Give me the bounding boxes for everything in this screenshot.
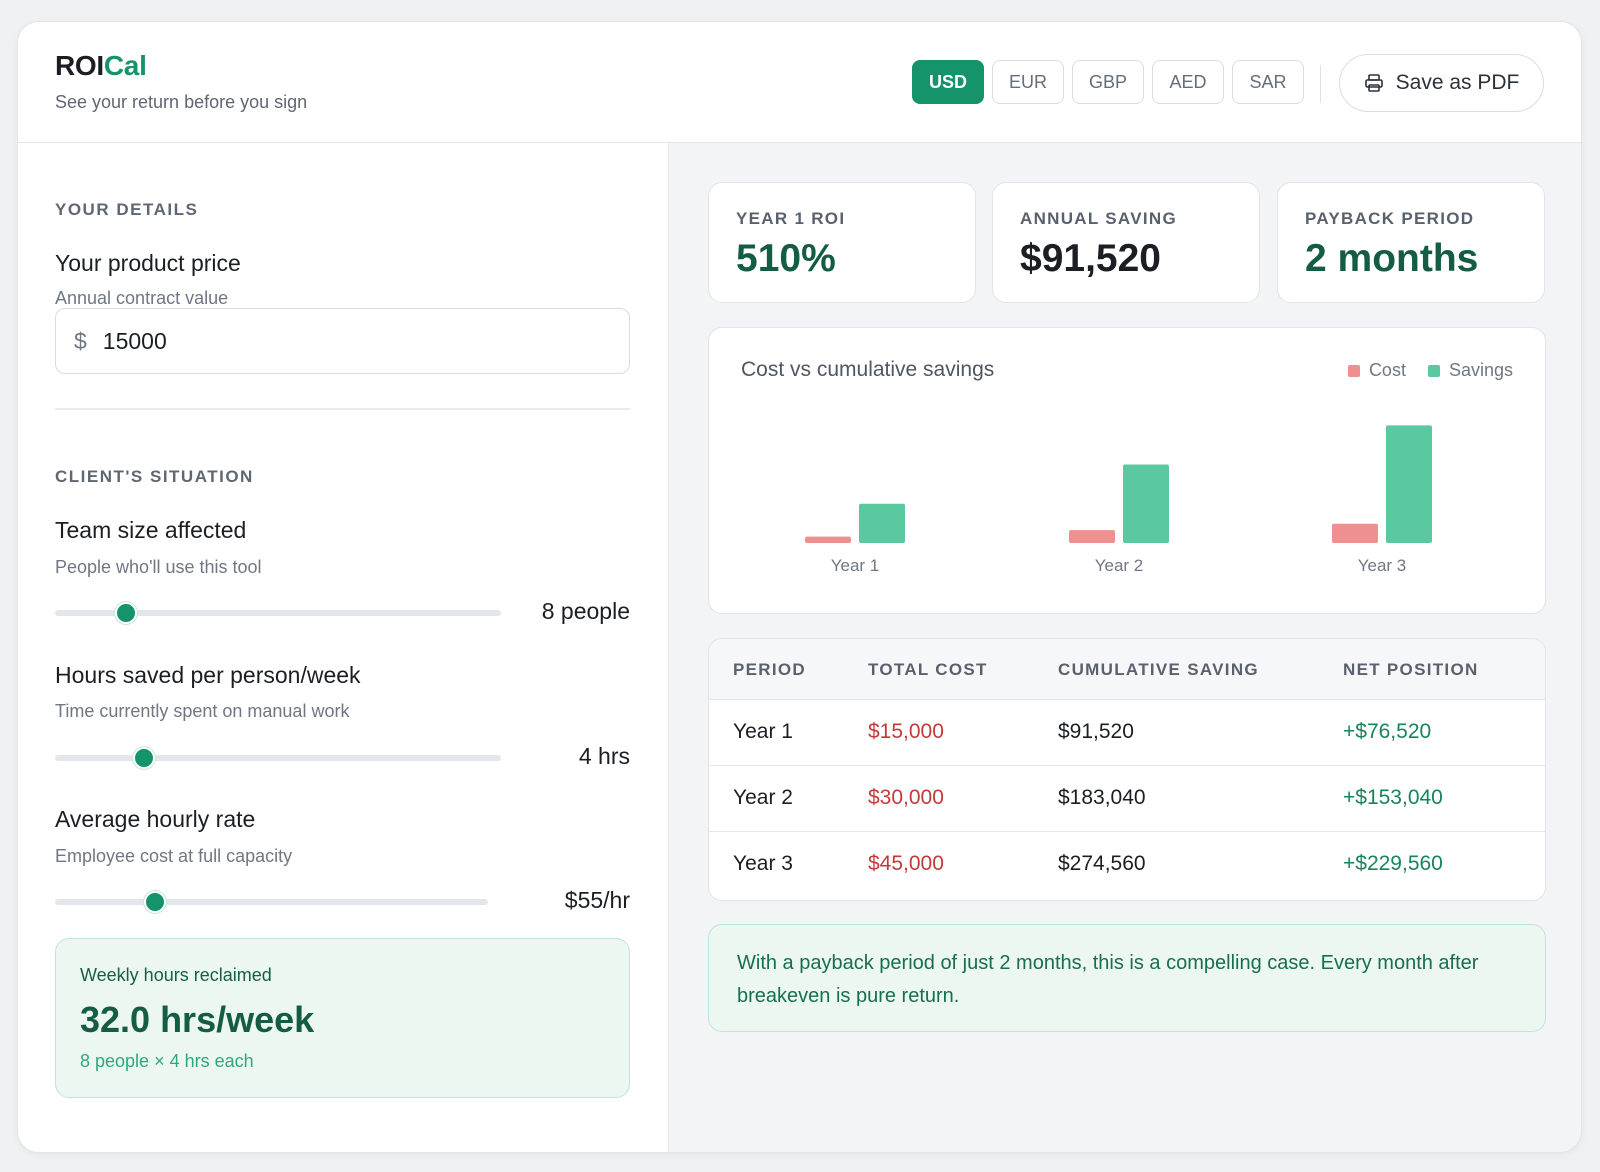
slider-track	[55, 610, 501, 616]
x-tick-label: Year 3	[1358, 556, 1407, 575]
cell-cumulative-saving: $91,520	[1058, 720, 1134, 743]
hours-saved-value: 4 hrs	[578, 743, 630, 769]
legend-item-savings: Savings	[1427, 360, 1513, 381]
team-size-title: Team size affected	[55, 517, 247, 543]
kpi-value: 510%	[736, 237, 836, 280]
legend-swatch-savings	[1427, 364, 1440, 377]
weekly-hours-breakdown: 8 people × 4 hrs each	[80, 1051, 254, 1071]
bar-cost-year-3	[1332, 523, 1378, 543]
tagline: See your return before you sign	[55, 92, 308, 112]
kpi-payback-period: PAYBACK PERIOD 2 months	[1277, 182, 1545, 303]
team-size-subtitle: People who'll use this tool	[55, 557, 262, 577]
cell-cumulative-saving: $274,560	[1058, 852, 1146, 875]
weekly-hours-value: 32.0 hrs/week	[80, 999, 315, 1040]
cell-cumulative-saving: $183,040	[1058, 786, 1146, 809]
team-size-value: 8 people	[541, 598, 630, 624]
currency-eur-button[interactable]: EUR	[992, 60, 1064, 104]
cell-total-cost: $30,000	[868, 786, 944, 809]
kpi-value: $91,520	[1020, 237, 1161, 280]
bar-savings-year-2	[1123, 464, 1169, 543]
legend-label-cost: Cost	[1368, 360, 1406, 380]
kpi-label: PAYBACK PERIOD	[1305, 209, 1475, 228]
inputs-panel: YOUR DETAILS Your product price Annual c…	[18, 143, 669, 1152]
kpi-annual-saving: ANNUAL SAVING $91,520	[992, 182, 1260, 303]
section-divider	[55, 408, 630, 410]
slider-thumb[interactable]	[133, 747, 156, 769]
bar-savings-year-1	[859, 503, 905, 543]
slider-thumb[interactable]	[143, 891, 166, 913]
your-details-label: YOUR DETAILS	[55, 200, 199, 219]
weekly-hours-card: Weekly hours reclaimed 32.0 hrs/week 8 p…	[55, 938, 630, 1098]
bar-savings-year-3	[1386, 425, 1432, 543]
x-tick-label: Year 2	[1095, 556, 1144, 575]
cell-period: Year 2	[733, 786, 793, 809]
hourly-rate-title: Average hourly rate	[55, 806, 256, 832]
kpi-year1-roi: YEAR 1 ROI 510%	[708, 182, 976, 303]
legend-item-cost: Cost	[1347, 360, 1406, 381]
slider-track	[55, 755, 501, 761]
price-input[interactable]	[102, 327, 583, 355]
col-period: PERIOD	[733, 660, 806, 679]
hourly-rate-value: $55/hr	[564, 887, 630, 913]
slider-track	[55, 899, 488, 905]
currency-usd-button[interactable]: USD	[912, 60, 984, 104]
cell-total-cost: $15,000	[868, 720, 944, 743]
table-row: Year 2 $30,000 $183,040 +$153,040	[709, 766, 1545, 832]
slider-thumb[interactable]	[115, 602, 138, 624]
summary-note: With a payback period of just 2 months, …	[708, 924, 1546, 1032]
table-row: Year 1 $15,000 $91,520 +$76,520	[709, 700, 1545, 766]
cell-total-cost: $45,000	[868, 852, 944, 875]
brand-logo: ROICal	[55, 50, 147, 82]
hours-saved-title: Hours saved per person/week	[55, 662, 361, 688]
save-pdf-label: Save as PDF	[1395, 71, 1520, 94]
bar-cost-year-1	[805, 536, 851, 543]
hours-saved-slider[interactable]	[55, 746, 501, 770]
header-divider	[1320, 65, 1321, 103]
cell-period: Year 3	[733, 852, 793, 875]
hours-saved-subtitle: Time currently spent on manual work	[55, 701, 350, 721]
currency-switcher: USD EUR GBP AED SAR	[912, 60, 1304, 104]
kpi-value: 2 months	[1305, 237, 1479, 280]
bar-chart: Year 1 Year 2 Year 3	[805, 425, 1432, 575]
roi-calculator-app: ROICal See your return before you sign U…	[17, 21, 1582, 1153]
hourly-rate-slider[interactable]	[55, 890, 488, 914]
cell-net-position: +$229,560	[1343, 852, 1443, 875]
price-title: Your product price	[55, 250, 241, 276]
chart-title: Cost vs cumulative savings	[741, 358, 995, 381]
x-tick-label: Year 1	[831, 556, 880, 575]
cell-period: Year 1	[733, 720, 793, 743]
price-field: $	[55, 308, 630, 374]
chart-card: Cost vs cumulative savings Cost Savings …	[708, 327, 1546, 614]
printer-icon	[1364, 74, 1383, 92]
legend-swatch-cost	[1347, 364, 1360, 377]
cell-net-position: +$153,040	[1343, 786, 1443, 809]
col-net-position: NET POSITION	[1343, 660, 1479, 679]
chart-legend: Cost Savings	[1347, 360, 1513, 381]
hourly-rate-subtitle: Employee cost at full capacity	[55, 846, 293, 866]
col-cumulative-saving: CUMULATIVE SAVING	[1058, 660, 1259, 679]
legend-label-savings: Savings	[1448, 360, 1513, 380]
bar-cost-year-2	[1069, 530, 1115, 543]
table-row: Year 3 $45,000 $274,560 +$229,560	[709, 832, 1545, 898]
weekly-hours-label: Weekly hours reclaimed	[80, 965, 272, 985]
currency-gbp-button[interactable]: GBP	[1072, 60, 1144, 104]
price-subtitle: Annual contract value	[55, 288, 229, 308]
currency-sar-button[interactable]: SAR	[1232, 60, 1304, 104]
header: ROICal See your return before you sign U…	[18, 22, 1581, 143]
kpi-label: ANNUAL SAVING	[1020, 209, 1178, 228]
team-size-slider[interactable]	[55, 601, 501, 625]
save-pdf-button[interactable]: Save as PDF	[1339, 54, 1544, 112]
cell-net-position: +$76,520	[1343, 720, 1432, 743]
projection-table: PERIOD TOTAL COST CUMULATIVE SAVING NET …	[708, 638, 1546, 901]
kpi-label: YEAR 1 ROI	[736, 209, 846, 228]
clients-situation-label: CLIENT'S SITUATION	[55, 467, 254, 486]
brand-suffix: Cal	[103, 50, 147, 81]
currency-symbol: $	[74, 327, 87, 354]
currency-aed-button[interactable]: AED	[1152, 60, 1224, 104]
brand-prefix: ROI	[55, 50, 104, 81]
table-header: PERIOD TOTAL COST CUMULATIVE SAVING NET …	[709, 639, 1545, 700]
col-total-cost: TOTAL COST	[868, 660, 988, 679]
